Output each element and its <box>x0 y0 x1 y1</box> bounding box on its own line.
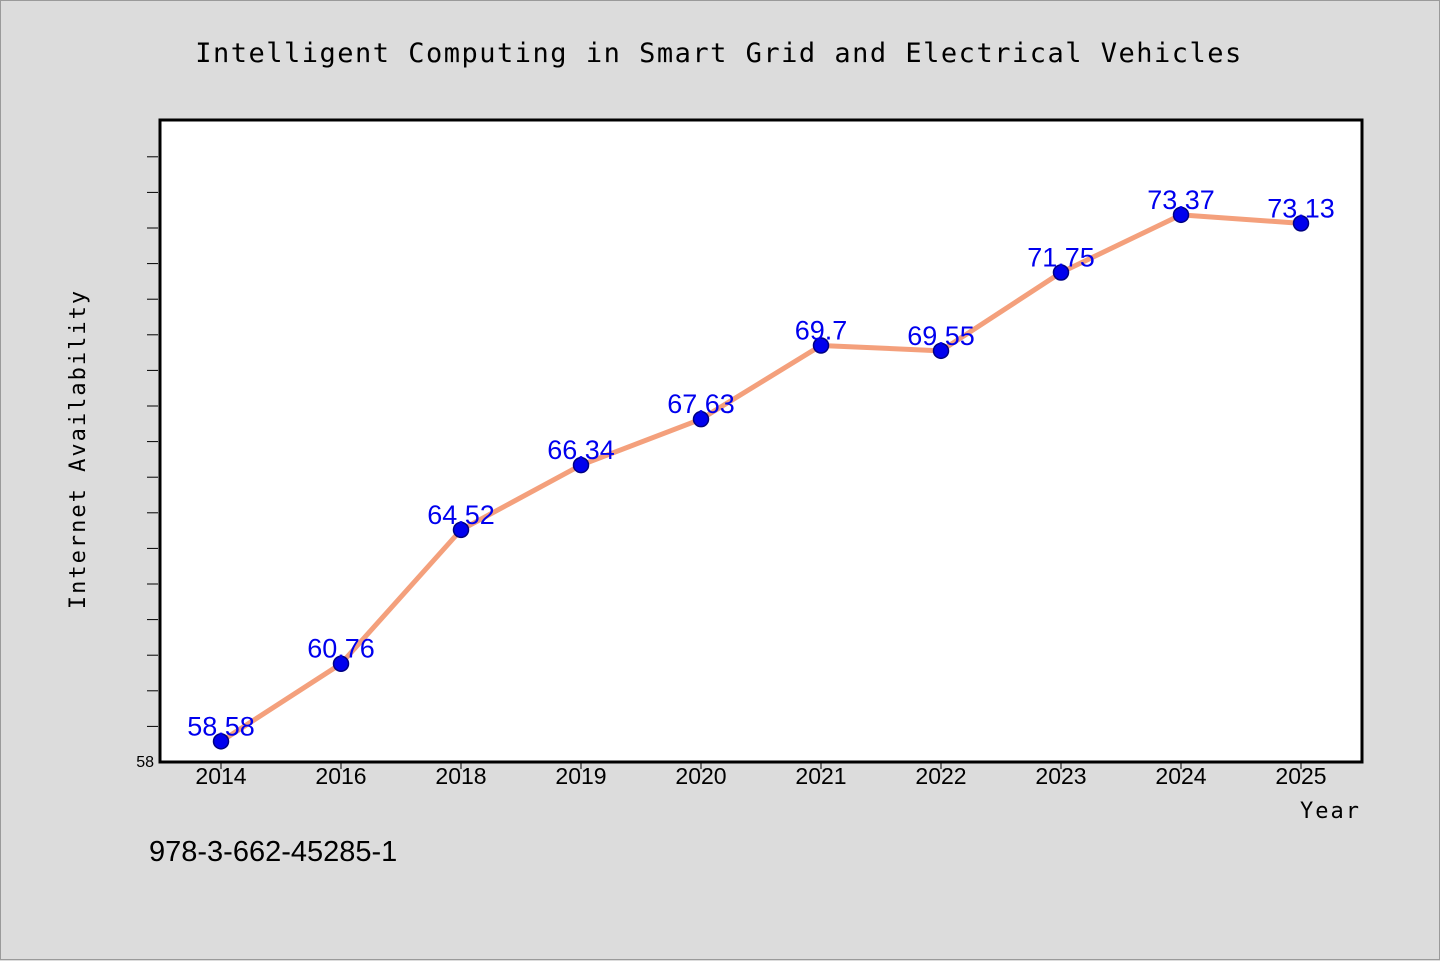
data-point <box>812 337 830 354</box>
x-tick-label: 2016 <box>315 763 366 789</box>
x-tick-label: 2018 <box>435 763 486 789</box>
x-tick-label: 2020 <box>675 763 726 789</box>
data-point <box>452 521 470 539</box>
data-label: 71.75 <box>1027 243 1095 273</box>
chart-title: Intelligent Computing in Smart Grid and … <box>195 38 1243 69</box>
data-label: 73.13 <box>1267 193 1335 223</box>
data-label: 69.7 <box>795 315 848 345</box>
data-label: 58.58 <box>187 711 255 741</box>
x-tick-label: 2024 <box>1155 763 1206 789</box>
x-tick-label: 2019 <box>555 763 606 789</box>
data-point <box>1172 206 1190 224</box>
x-tick-label: 2025 <box>1275 763 1326 789</box>
series-line <box>218 212 1304 744</box>
y-axis-title: Internet Availability <box>66 289 91 609</box>
y-axis-ticks <box>147 156 158 727</box>
plot-area <box>158 118 1364 764</box>
data-label: 64.52 <box>427 500 495 530</box>
data-labels: 58.58 60.76 64.52 66.34 67.63 69.7 69.55 71.75 7… <box>187 185 1335 742</box>
data-point <box>1052 264 1070 281</box>
data-point <box>692 410 710 428</box>
isbn-footer: 978-3-662-45285-1 <box>149 836 398 868</box>
x-tick-label: 2021 <box>795 763 846 789</box>
x-tick-label: 2022 <box>915 763 966 789</box>
data-markers <box>212 206 1310 750</box>
data-label: 69.55 <box>907 321 975 351</box>
data-point <box>332 655 350 672</box>
x-tick-label: 2023 <box>1035 763 1086 789</box>
data-point <box>212 733 230 750</box>
data-label: 73.37 <box>1147 185 1215 215</box>
y-axis-min-label: 58 <box>136 754 154 771</box>
data-label: 60.76 <box>307 634 375 664</box>
data-point <box>572 456 590 474</box>
data-point <box>1292 215 1310 232</box>
data-point <box>932 342 950 360</box>
x-tick-label: 2014 <box>195 763 246 789</box>
x-axis-ticks: 2014 2016 2018 2019 2020 2021 2022 2023 2024 2025 <box>195 762 1327 789</box>
data-label: 67.63 <box>667 389 735 419</box>
data-label: 66.34 <box>547 435 615 465</box>
x-axis-title: Year <box>1300 799 1361 824</box>
